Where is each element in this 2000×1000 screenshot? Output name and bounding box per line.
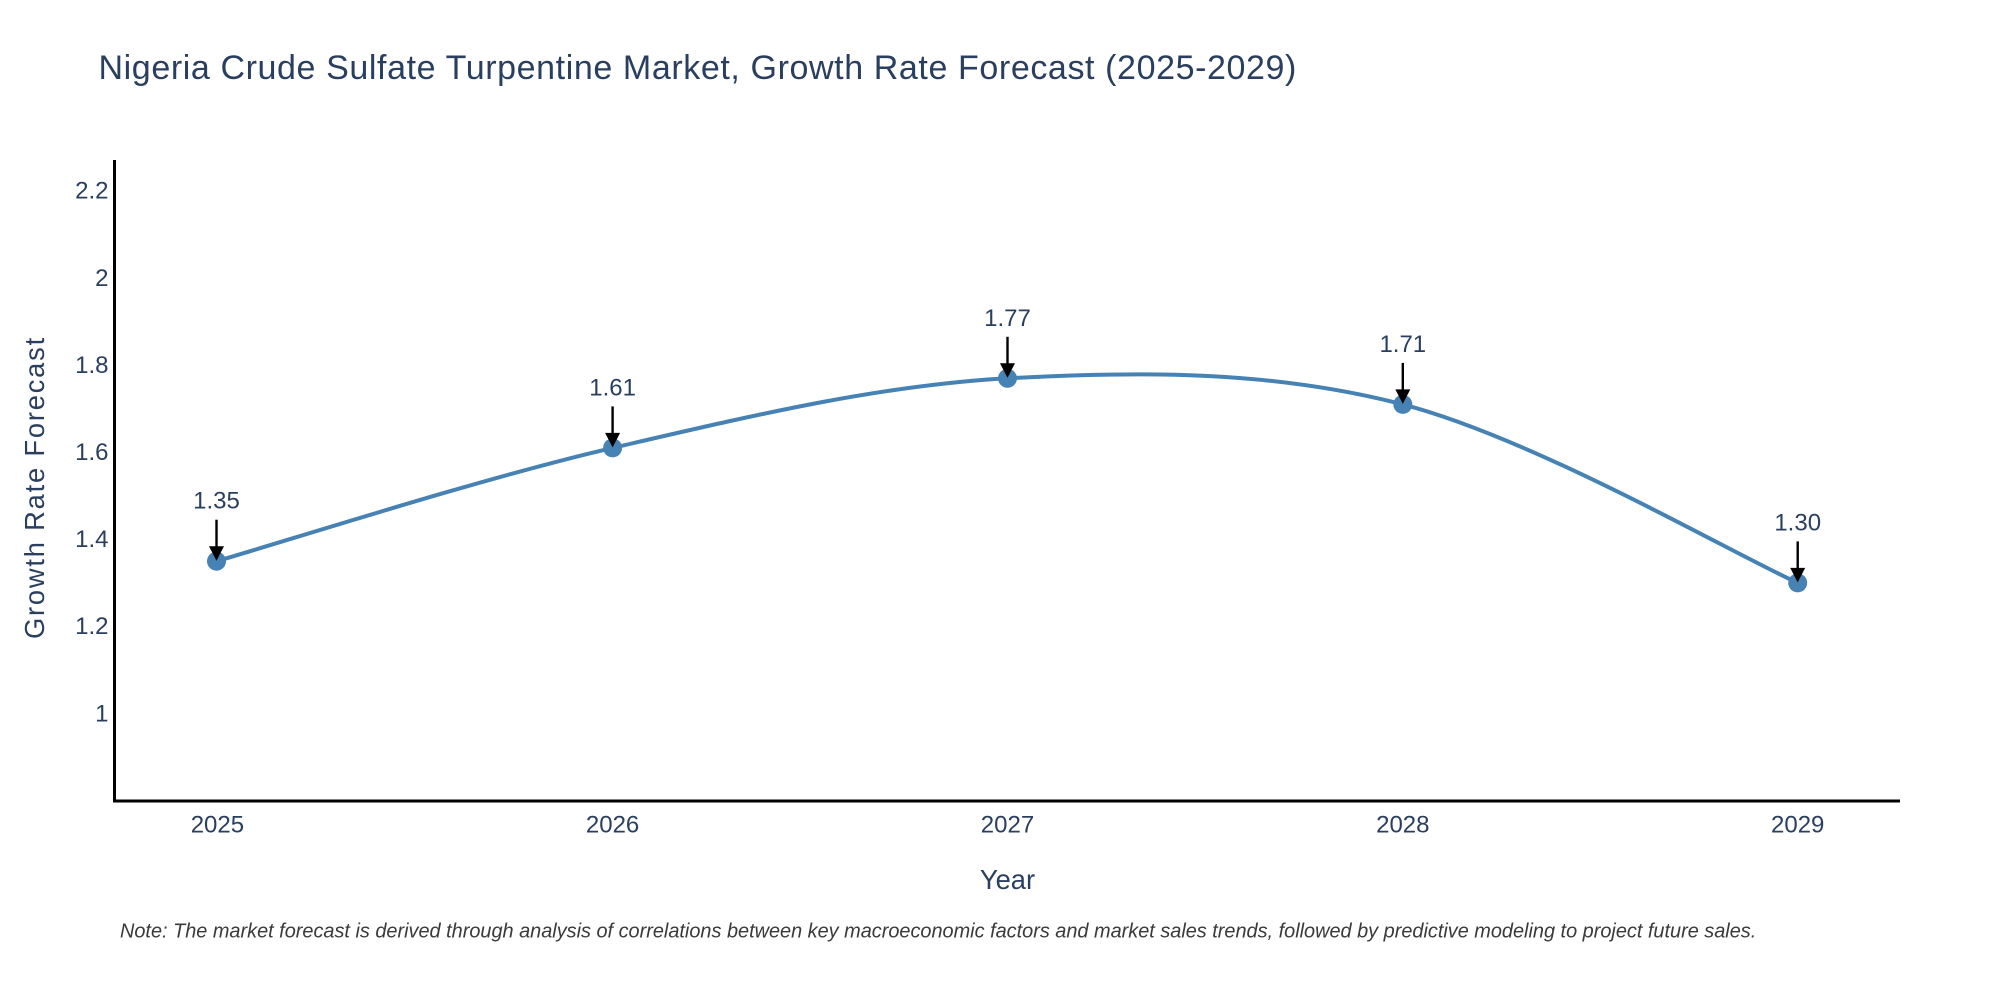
svg-text:2028: 2028	[1376, 812, 1429, 839]
svg-text:2: 2	[95, 265, 108, 292]
svg-text:Growth Rate Forecast: Growth Rate Forecast	[19, 336, 50, 639]
svg-text:Note: The market forecast is d: Note: The market forecast is derived thr…	[120, 921, 1756, 943]
svg-text:1.77: 1.77	[984, 305, 1031, 332]
svg-text:Nigeria Crude Sulfate Turpenti: Nigeria Crude Sulfate Turpentine Market,…	[99, 49, 1297, 87]
svg-text:1.35: 1.35	[193, 488, 240, 515]
svg-text:1: 1	[95, 700, 108, 727]
svg-text:1.61: 1.61	[589, 374, 636, 401]
svg-text:2027: 2027	[981, 812, 1034, 839]
svg-text:2.2: 2.2	[75, 178, 108, 205]
svg-text:2029: 2029	[1771, 812, 1824, 839]
svg-text:1.30: 1.30	[1774, 509, 1821, 536]
svg-text:1.71: 1.71	[1379, 331, 1426, 358]
svg-text:1.6: 1.6	[75, 439, 108, 466]
svg-text:1.4: 1.4	[75, 526, 108, 553]
svg-text:Year: Year	[980, 864, 1035, 895]
svg-text:1.2: 1.2	[75, 613, 108, 640]
svg-text:1.8: 1.8	[75, 352, 108, 379]
svg-text:2025: 2025	[191, 812, 244, 839]
svg-text:2026: 2026	[586, 812, 639, 839]
